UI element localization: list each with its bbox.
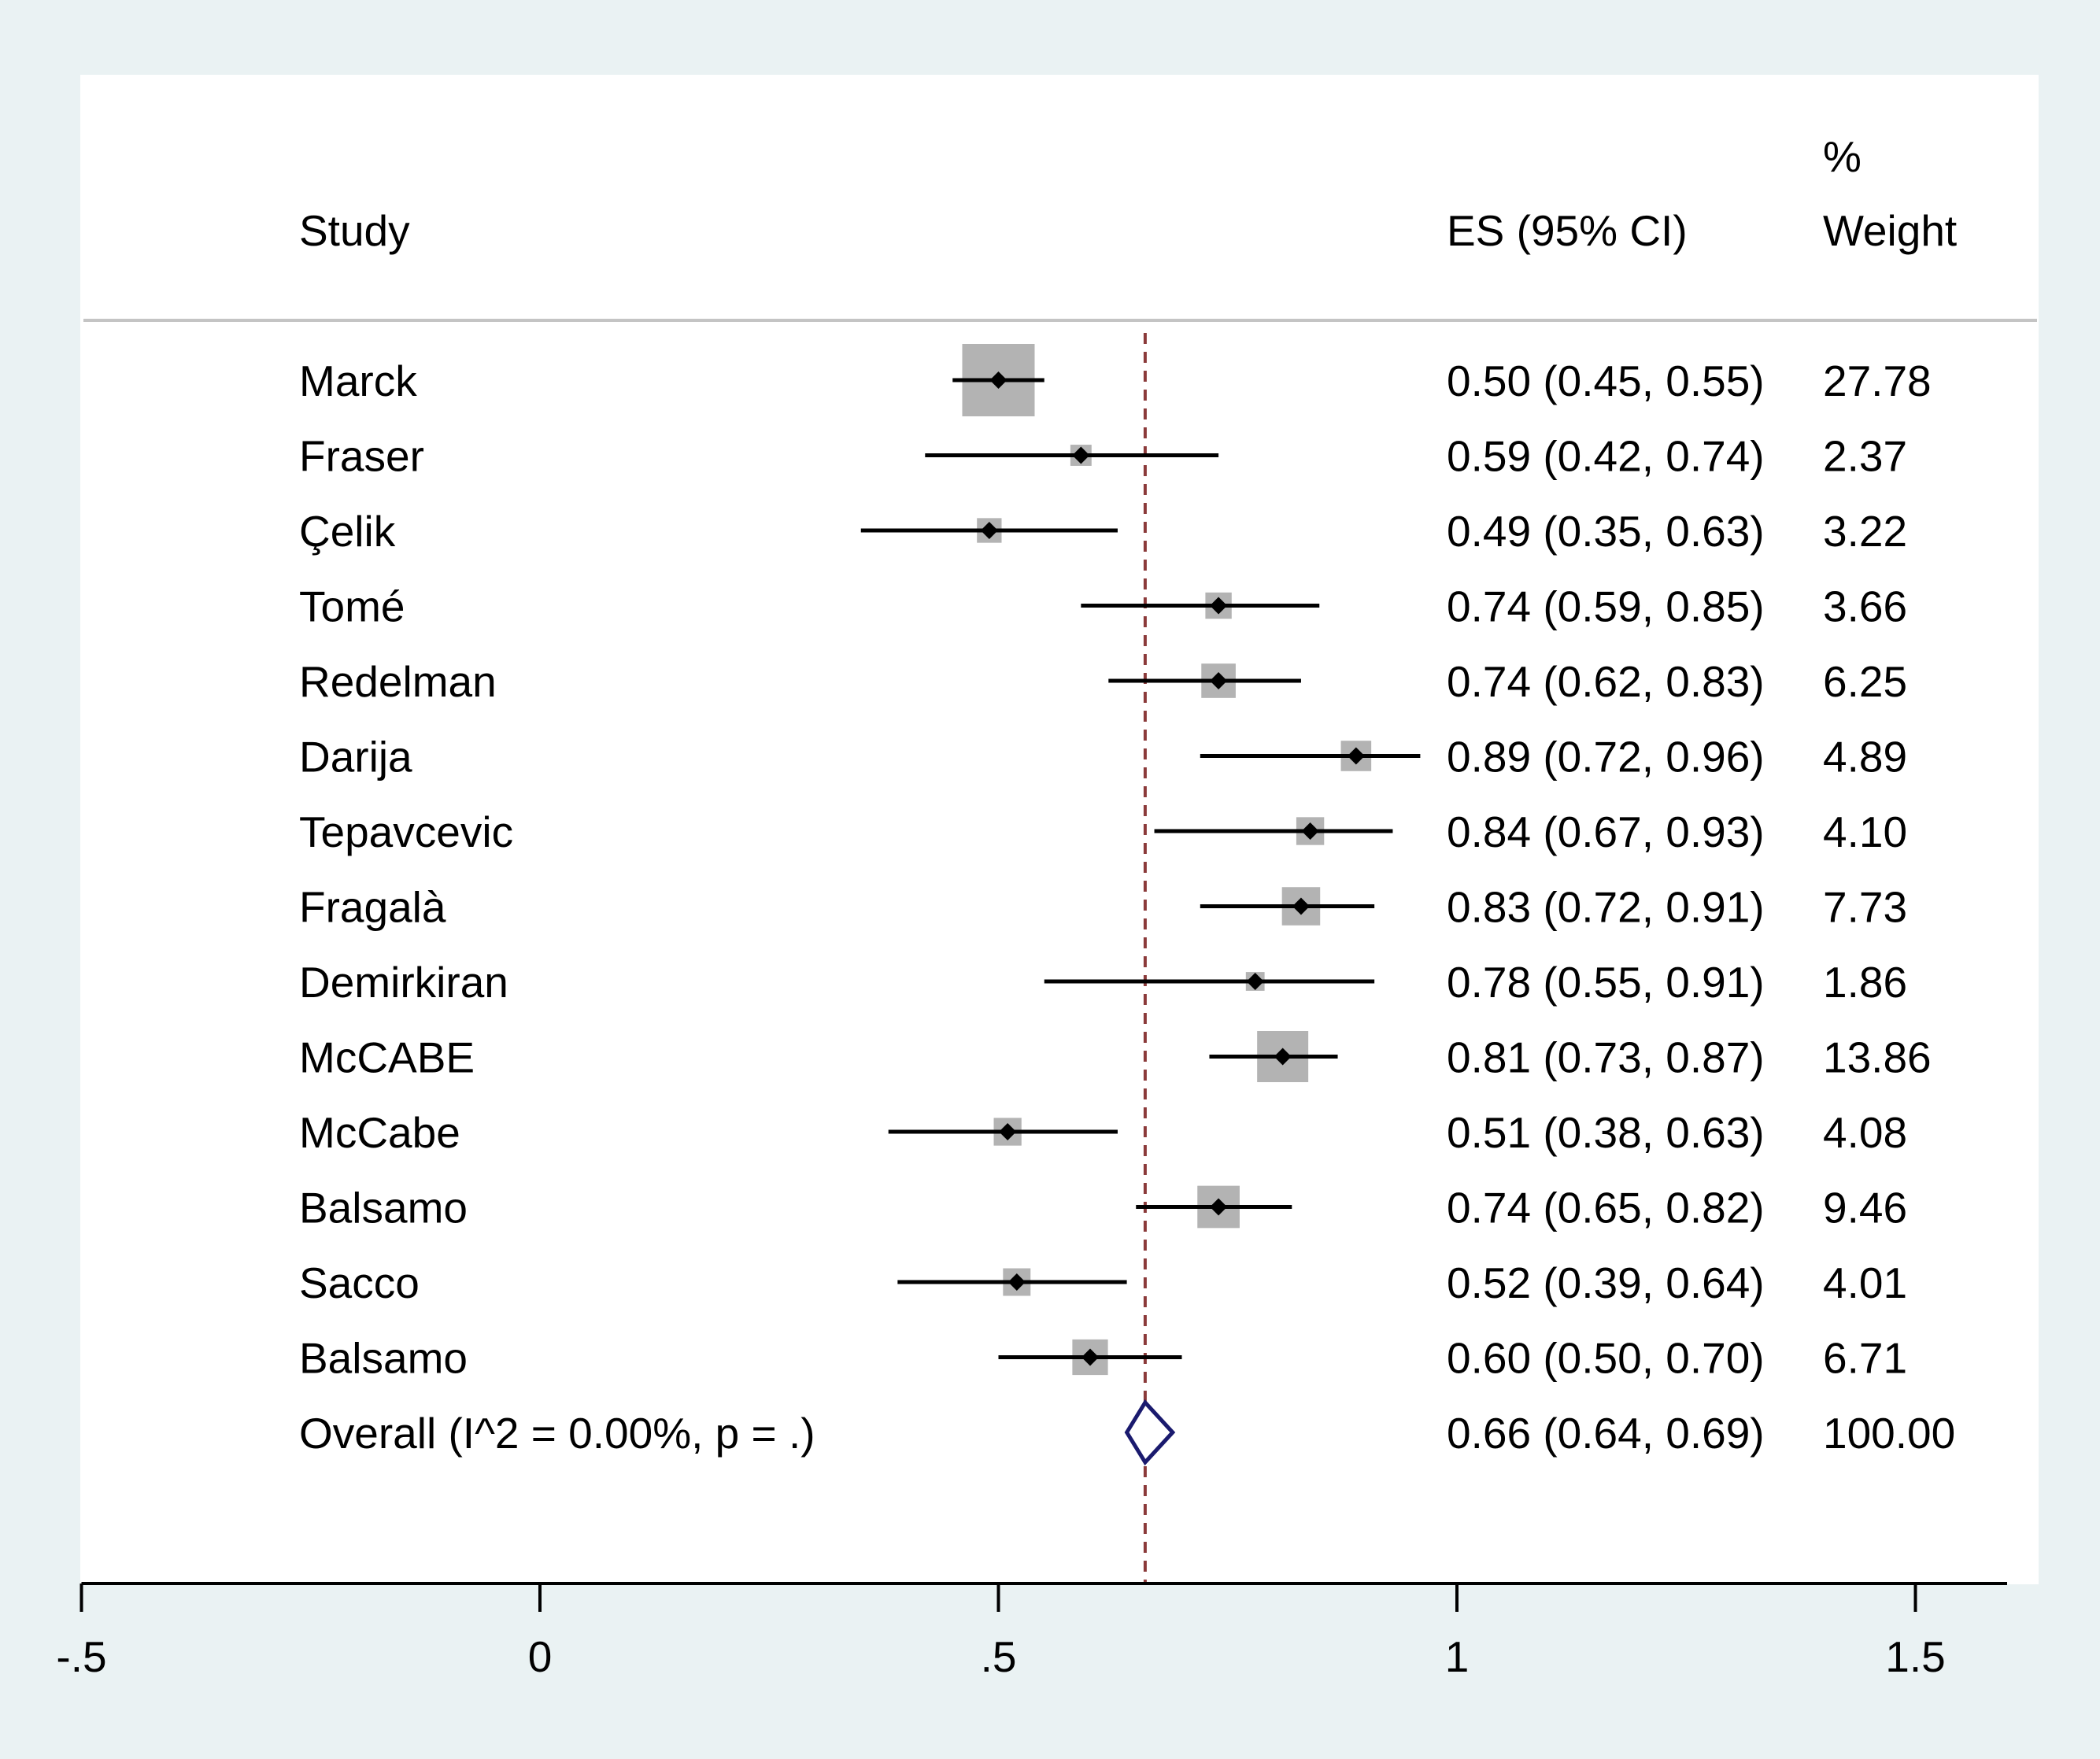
- study-es-ci: 0.78 (0.55, 0.91): [1447, 958, 1765, 1007]
- study-weight: 3.22: [1823, 507, 1907, 556]
- study-weight: 9.46: [1823, 1184, 1907, 1232]
- overall-label: Overall (I^2 = 0.00%, p = .): [299, 1409, 815, 1458]
- overall-es-ci: 0.66 (0.64, 0.69): [1447, 1409, 1765, 1458]
- study-name: Fraser: [299, 432, 424, 481]
- study-name: McCabe: [299, 1108, 460, 1157]
- study-es-ci: 0.49 (0.35, 0.63): [1447, 507, 1765, 556]
- study-row: Redelman 0.74 (0.62, 0.83) 6.25: [299, 657, 1907, 706]
- study-weight: 3.66: [1823, 582, 1907, 631]
- study-row: Tepavcevic 0.84 (0.67, 0.93) 4.10: [299, 807, 1907, 856]
- point-estimate: [1246, 973, 1264, 990]
- study-es-ci: 0.74 (0.59, 0.85): [1447, 582, 1765, 631]
- study-name: Demirkiran: [299, 958, 508, 1007]
- study-row: McCabe 0.51 (0.38, 0.63) 4.08: [299, 1108, 1907, 1157]
- point-estimate: [999, 1123, 1017, 1140]
- study-es-ci: 0.50 (0.45, 0.55): [1447, 357, 1765, 405]
- x-tick-label: .5: [981, 1632, 1017, 1681]
- study-row: Marck 0.50 (0.45, 0.55) 27.78: [299, 344, 1932, 416]
- study-weight: 1.86: [1823, 958, 1907, 1007]
- point-estimate: [1292, 897, 1310, 915]
- study-es-ci: 0.84 (0.67, 0.93): [1447, 807, 1765, 856]
- study-weight: 6.71: [1823, 1334, 1907, 1383]
- plot-area: [80, 75, 2039, 1584]
- study-row: Balsamo 0.60 (0.50, 0.70) 6.71: [299, 1334, 1907, 1383]
- study-weight: 2.37: [1823, 432, 1907, 481]
- study-name: Balsamo: [299, 1184, 468, 1232]
- point-estimate: [1301, 822, 1319, 840]
- point-estimate: [1072, 446, 1090, 464]
- study-row: Sacco 0.52 (0.39, 0.64) 4.01: [299, 1258, 1907, 1307]
- study-weight: 27.78: [1823, 357, 1932, 405]
- study-row: Darija 0.89 (0.72, 0.96) 4.89: [299, 733, 1907, 782]
- study-es-ci: 0.81 (0.73, 0.87): [1447, 1033, 1765, 1082]
- study-name: Sacco: [299, 1258, 420, 1307]
- point-estimate: [1081, 1348, 1099, 1366]
- study-row: Demirkiran 0.78 (0.55, 0.91) 1.86: [299, 958, 1907, 1007]
- point-estimate: [1274, 1048, 1292, 1066]
- study-es-ci: 0.83 (0.72, 0.91): [1447, 883, 1765, 932]
- study-es-ci: 0.60 (0.50, 0.70): [1447, 1334, 1765, 1383]
- study-row: Fragalà 0.83 (0.72, 0.91) 7.73: [299, 883, 1907, 932]
- study-es-ci: 0.52 (0.39, 0.64): [1447, 1258, 1765, 1307]
- study-name: McCABE: [299, 1033, 475, 1082]
- header-study: Study: [299, 206, 410, 255]
- study-name: Balsamo: [299, 1334, 468, 1383]
- x-tick-label: -.5: [56, 1632, 106, 1681]
- study-es-ci: 0.51 (0.38, 0.63): [1447, 1108, 1765, 1157]
- x-tick-label: 0: [528, 1632, 553, 1681]
- point-estimate: [1210, 1198, 1228, 1216]
- header-weight-percent: %: [1823, 132, 1862, 181]
- study-name: Marck: [299, 357, 417, 405]
- study-name: Tomé: [299, 582, 405, 631]
- study-row: McCABE 0.81 (0.73, 0.87) 13.86: [299, 1031, 1932, 1082]
- study-name: Tepavcevic: [299, 807, 513, 856]
- point-estimate: [989, 371, 1007, 389]
- study-es-ci: 0.59 (0.42, 0.74): [1447, 432, 1765, 481]
- study-name: Redelman: [299, 657, 497, 706]
- overall-row: Overall (I^2 = 0.00%, p = .) 0.66 (0.64, …: [299, 1399, 1955, 1466]
- study-name: Darija: [299, 733, 412, 782]
- study-row: Çelik 0.49 (0.35, 0.63) 3.22: [299, 507, 1907, 556]
- x-tick-label: 1.5: [1885, 1632, 1945, 1681]
- study-row: Tomé 0.74 (0.59, 0.85) 3.66: [299, 582, 1907, 631]
- study-es-ci: 0.89 (0.72, 0.96): [1447, 733, 1765, 782]
- study-weight: 4.08: [1823, 1108, 1907, 1157]
- point-estimate: [1210, 597, 1228, 615]
- study-weight: 4.10: [1823, 807, 1907, 856]
- header-weight: Weight: [1823, 206, 1957, 255]
- overall-weight: 100.00: [1823, 1409, 1955, 1458]
- point-estimate: [1007, 1273, 1026, 1291]
- study-es-ci: 0.74 (0.65, 0.82): [1447, 1184, 1765, 1232]
- study-row: Fraser 0.59 (0.42, 0.74) 2.37: [299, 432, 1907, 481]
- study-weight: 7.73: [1823, 883, 1907, 932]
- study-weight: 4.89: [1823, 733, 1907, 782]
- x-axis: -.5 0 .5 1 1.5: [56, 1582, 2007, 1681]
- study-name: Çelik: [299, 507, 396, 556]
- point-estimate: [980, 522, 998, 539]
- x-tick-label: 1: [1445, 1632, 1470, 1681]
- study-es-ci: 0.74 (0.62, 0.83): [1447, 657, 1765, 706]
- study-name: Fragalà: [299, 883, 446, 932]
- study-weight: 13.86: [1823, 1033, 1932, 1082]
- study-row: Balsamo 0.74 (0.65, 0.82) 9.46: [299, 1184, 1907, 1232]
- study-weight: 6.25: [1823, 657, 1907, 706]
- study-rows: Marck 0.50 (0.45, 0.55) 27.78 Fraser 0.59 (0…: [299, 333, 1955, 1583]
- header-es: ES (95% CI): [1447, 206, 1688, 255]
- point-estimate: [1347, 747, 1365, 765]
- point-estimate: [1210, 672, 1228, 689]
- overall-diamond: [1124, 1399, 1176, 1466]
- study-weight: 4.01: [1823, 1258, 1907, 1307]
